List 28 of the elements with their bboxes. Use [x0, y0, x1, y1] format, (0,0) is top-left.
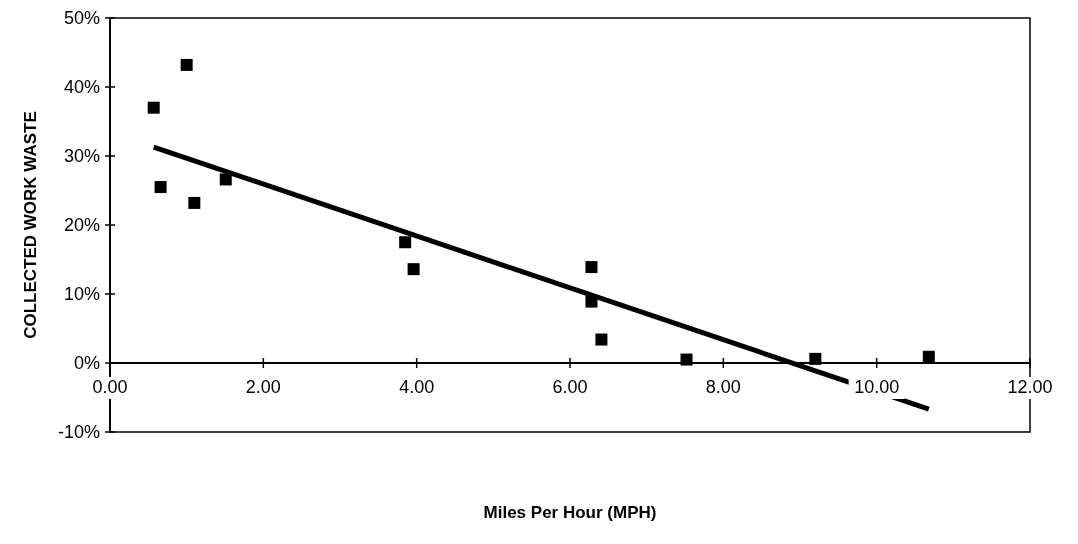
point: [595, 333, 608, 346]
point: [922, 350, 935, 363]
point: [399, 236, 412, 249]
point: [585, 261, 598, 274]
y-tick-label: -10%: [57, 422, 100, 443]
y-tick-label: 10%: [63, 284, 100, 305]
x-axis-title: Miles Per Hour (MPH): [483, 503, 657, 522]
y-tick-label: 30%: [63, 146, 100, 167]
x-tick-label: 10.00: [854, 377, 900, 397]
y-tick-label: 20%: [63, 215, 100, 236]
x-tick-label: 12.00: [1007, 377, 1053, 397]
x-tick-label: 6.00: [552, 377, 588, 397]
point: [680, 353, 693, 366]
point: [147, 101, 160, 114]
point: [219, 173, 232, 186]
x-tick-label: 0.00: [92, 377, 128, 397]
point: [180, 58, 193, 71]
x-tick-label: 8.00: [705, 377, 741, 397]
y-tick-label: 50%: [63, 8, 100, 29]
point: [809, 352, 822, 365]
y-axis-title: COLLECTED WORK WASTE: [21, 111, 40, 339]
x-tick-label: 4.00: [399, 377, 435, 397]
point: [154, 181, 167, 194]
y-tick-label: 0%: [73, 353, 100, 374]
point: [188, 196, 201, 209]
point: [407, 263, 420, 276]
y-tick-label: 40%: [63, 77, 100, 98]
x-tick-label: 2.00: [245, 377, 281, 397]
